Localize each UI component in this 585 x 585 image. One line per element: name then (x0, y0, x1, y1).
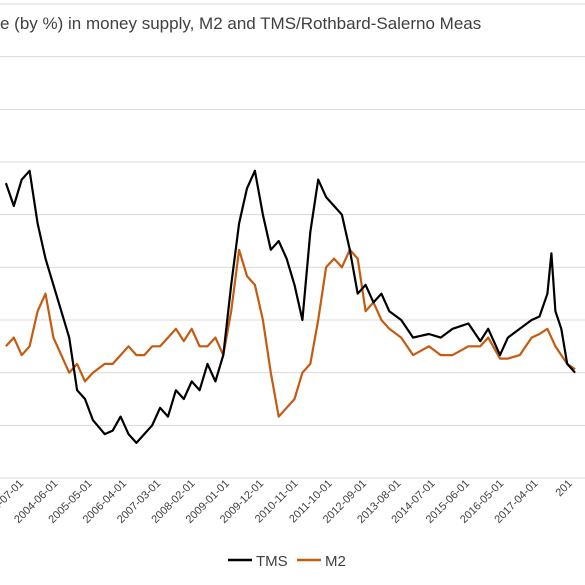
series-line-m2 (5, 248, 576, 418)
series-lines (4, 169, 576, 444)
gridlines (0, 3, 585, 479)
chart-title: e (by %) in money supply, M2 and TMS/Rot… (0, 14, 482, 33)
x-tick-label: 201 (553, 478, 574, 499)
legend-label-m2: M2 (325, 553, 346, 570)
legend: TMS M2 (228, 553, 346, 570)
x-axis-tick-labels: 3-07-012004-06-012005-05-012006-04-01200… (0, 478, 575, 526)
legend-label-tms: TMS (256, 553, 288, 570)
series-line-tms (4, 169, 576, 444)
